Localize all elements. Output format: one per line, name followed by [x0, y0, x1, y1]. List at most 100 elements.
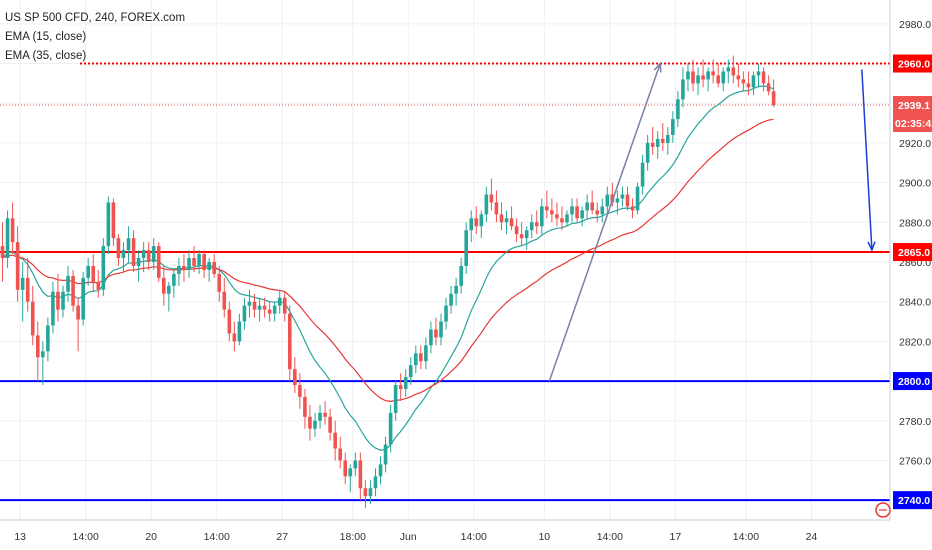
candle: [726, 67, 731, 72]
candle: [529, 222, 534, 231]
time-tick-label: 13: [14, 531, 26, 543]
candle: [353, 460, 358, 469]
candle: [5, 218, 10, 259]
time-tick-label: Jun: [400, 531, 417, 543]
candle: [177, 265, 181, 274]
candle: [459, 265, 463, 286]
candle: [464, 230, 468, 266]
candle: [323, 412, 327, 417]
candle: [615, 198, 620, 203]
price-tag: [893, 243, 932, 262]
candle: [91, 265, 96, 282]
candle: [121, 250, 126, 259]
candle: [580, 210, 584, 219]
candle: [519, 234, 524, 239]
candle: [484, 194, 489, 215]
price-tag-label: 2939.1: [898, 100, 930, 112]
candle: [676, 99, 680, 120]
candle: [277, 297, 282, 306]
price-tick-label: 2840.0: [899, 297, 931, 309]
candle: [141, 250, 146, 259]
price-tag-label: 2740.0: [898, 495, 930, 507]
candle: [151, 246, 156, 262]
candle: [671, 119, 675, 135]
price-levels: [0, 62, 890, 502]
candle: [761, 71, 766, 84]
candle: [736, 75, 741, 80]
candle: [25, 277, 30, 302]
time-tick-label: 14:00: [73, 531, 99, 543]
candle: [232, 333, 237, 342]
candle: [570, 206, 574, 215]
candle: [282, 297, 287, 314]
candle: [686, 71, 690, 80]
candle: [187, 258, 191, 270]
candle: [267, 309, 272, 314]
candle: [691, 71, 695, 84]
candle: [560, 218, 564, 223]
candle: [666, 134, 670, 143]
candle: [111, 202, 116, 239]
candle: [630, 206, 635, 211]
candle: [701, 75, 705, 80]
price-tick-label: 2820.0: [899, 336, 931, 348]
price-tag: [893, 95, 932, 114]
price-tick-label: 2920.0: [899, 138, 931, 150]
candle: [378, 464, 383, 477]
arrow-up-head: [653, 61, 662, 73]
candle: [454, 285, 458, 294]
candle: [10, 218, 15, 243]
ema-lines: [2, 85, 774, 451]
candle: [308, 416, 312, 429]
candle: [202, 254, 206, 270]
legend-ema-fast[interactable]: EMA (15, close): [5, 31, 87, 43]
candle: [182, 265, 186, 270]
time-axis[interactable]: 13 14:00 20 14:00 27 18:00 Jun 14:00 10 14:00 17 14…: [0, 519, 890, 543]
price-tick-label: 2760.0: [899, 455, 931, 467]
candlesticks: [0, 55, 776, 509]
candle: [328, 416, 332, 433]
candle: [388, 412, 393, 445]
candle: [212, 261, 216, 274]
candle: [595, 210, 600, 215]
candle: [429, 329, 433, 346]
candle: [162, 277, 166, 294]
candle: [746, 83, 751, 88]
candle: [106, 202, 111, 247]
candle: [101, 246, 106, 290]
candle: [565, 214, 569, 223]
candle: [645, 142, 650, 163]
legend-symbol[interactable]: US SP 500 CFD, 240, FOREX.com: [5, 12, 186, 24]
chart-legend: US SP 500 CFD, 240, FOREX.com EMA (15, c…: [5, 9, 185, 66]
price-tick-label: 2980.0: [899, 19, 931, 31]
candle: [751, 75, 756, 88]
candle: [555, 214, 559, 219]
candle: [373, 476, 378, 489]
candle: [550, 210, 554, 215]
candle: [444, 305, 448, 322]
candle: [343, 460, 348, 477]
candle: [288, 313, 292, 370]
price-axis[interactable]: 2760.02780.02820.02840.02860.02880.02900…: [889, 0, 931, 520]
candle: [655, 138, 660, 147]
countdown-tag: [893, 113, 932, 132]
candle: [479, 214, 484, 227]
candle: [474, 218, 479, 227]
candle: [434, 329, 438, 338]
candle: [741, 79, 746, 84]
candle: [348, 468, 353, 477]
candle: [509, 218, 514, 227]
candle: [383, 444, 388, 465]
time-tick-label: 17: [670, 531, 682, 543]
time-tick-label: 14:00: [733, 531, 759, 543]
price-tag-label: 2960.0: [898, 59, 930, 71]
candle: [469, 218, 474, 231]
candle: [368, 488, 373, 497]
candle: [222, 291, 227, 310]
candle: [489, 194, 494, 203]
legend-ema-slow[interactable]: EMA (35, close): [5, 50, 87, 62]
candle: [766, 83, 771, 92]
price-tick-label: 2900.0: [899, 178, 931, 190]
candle: [20, 277, 25, 290]
